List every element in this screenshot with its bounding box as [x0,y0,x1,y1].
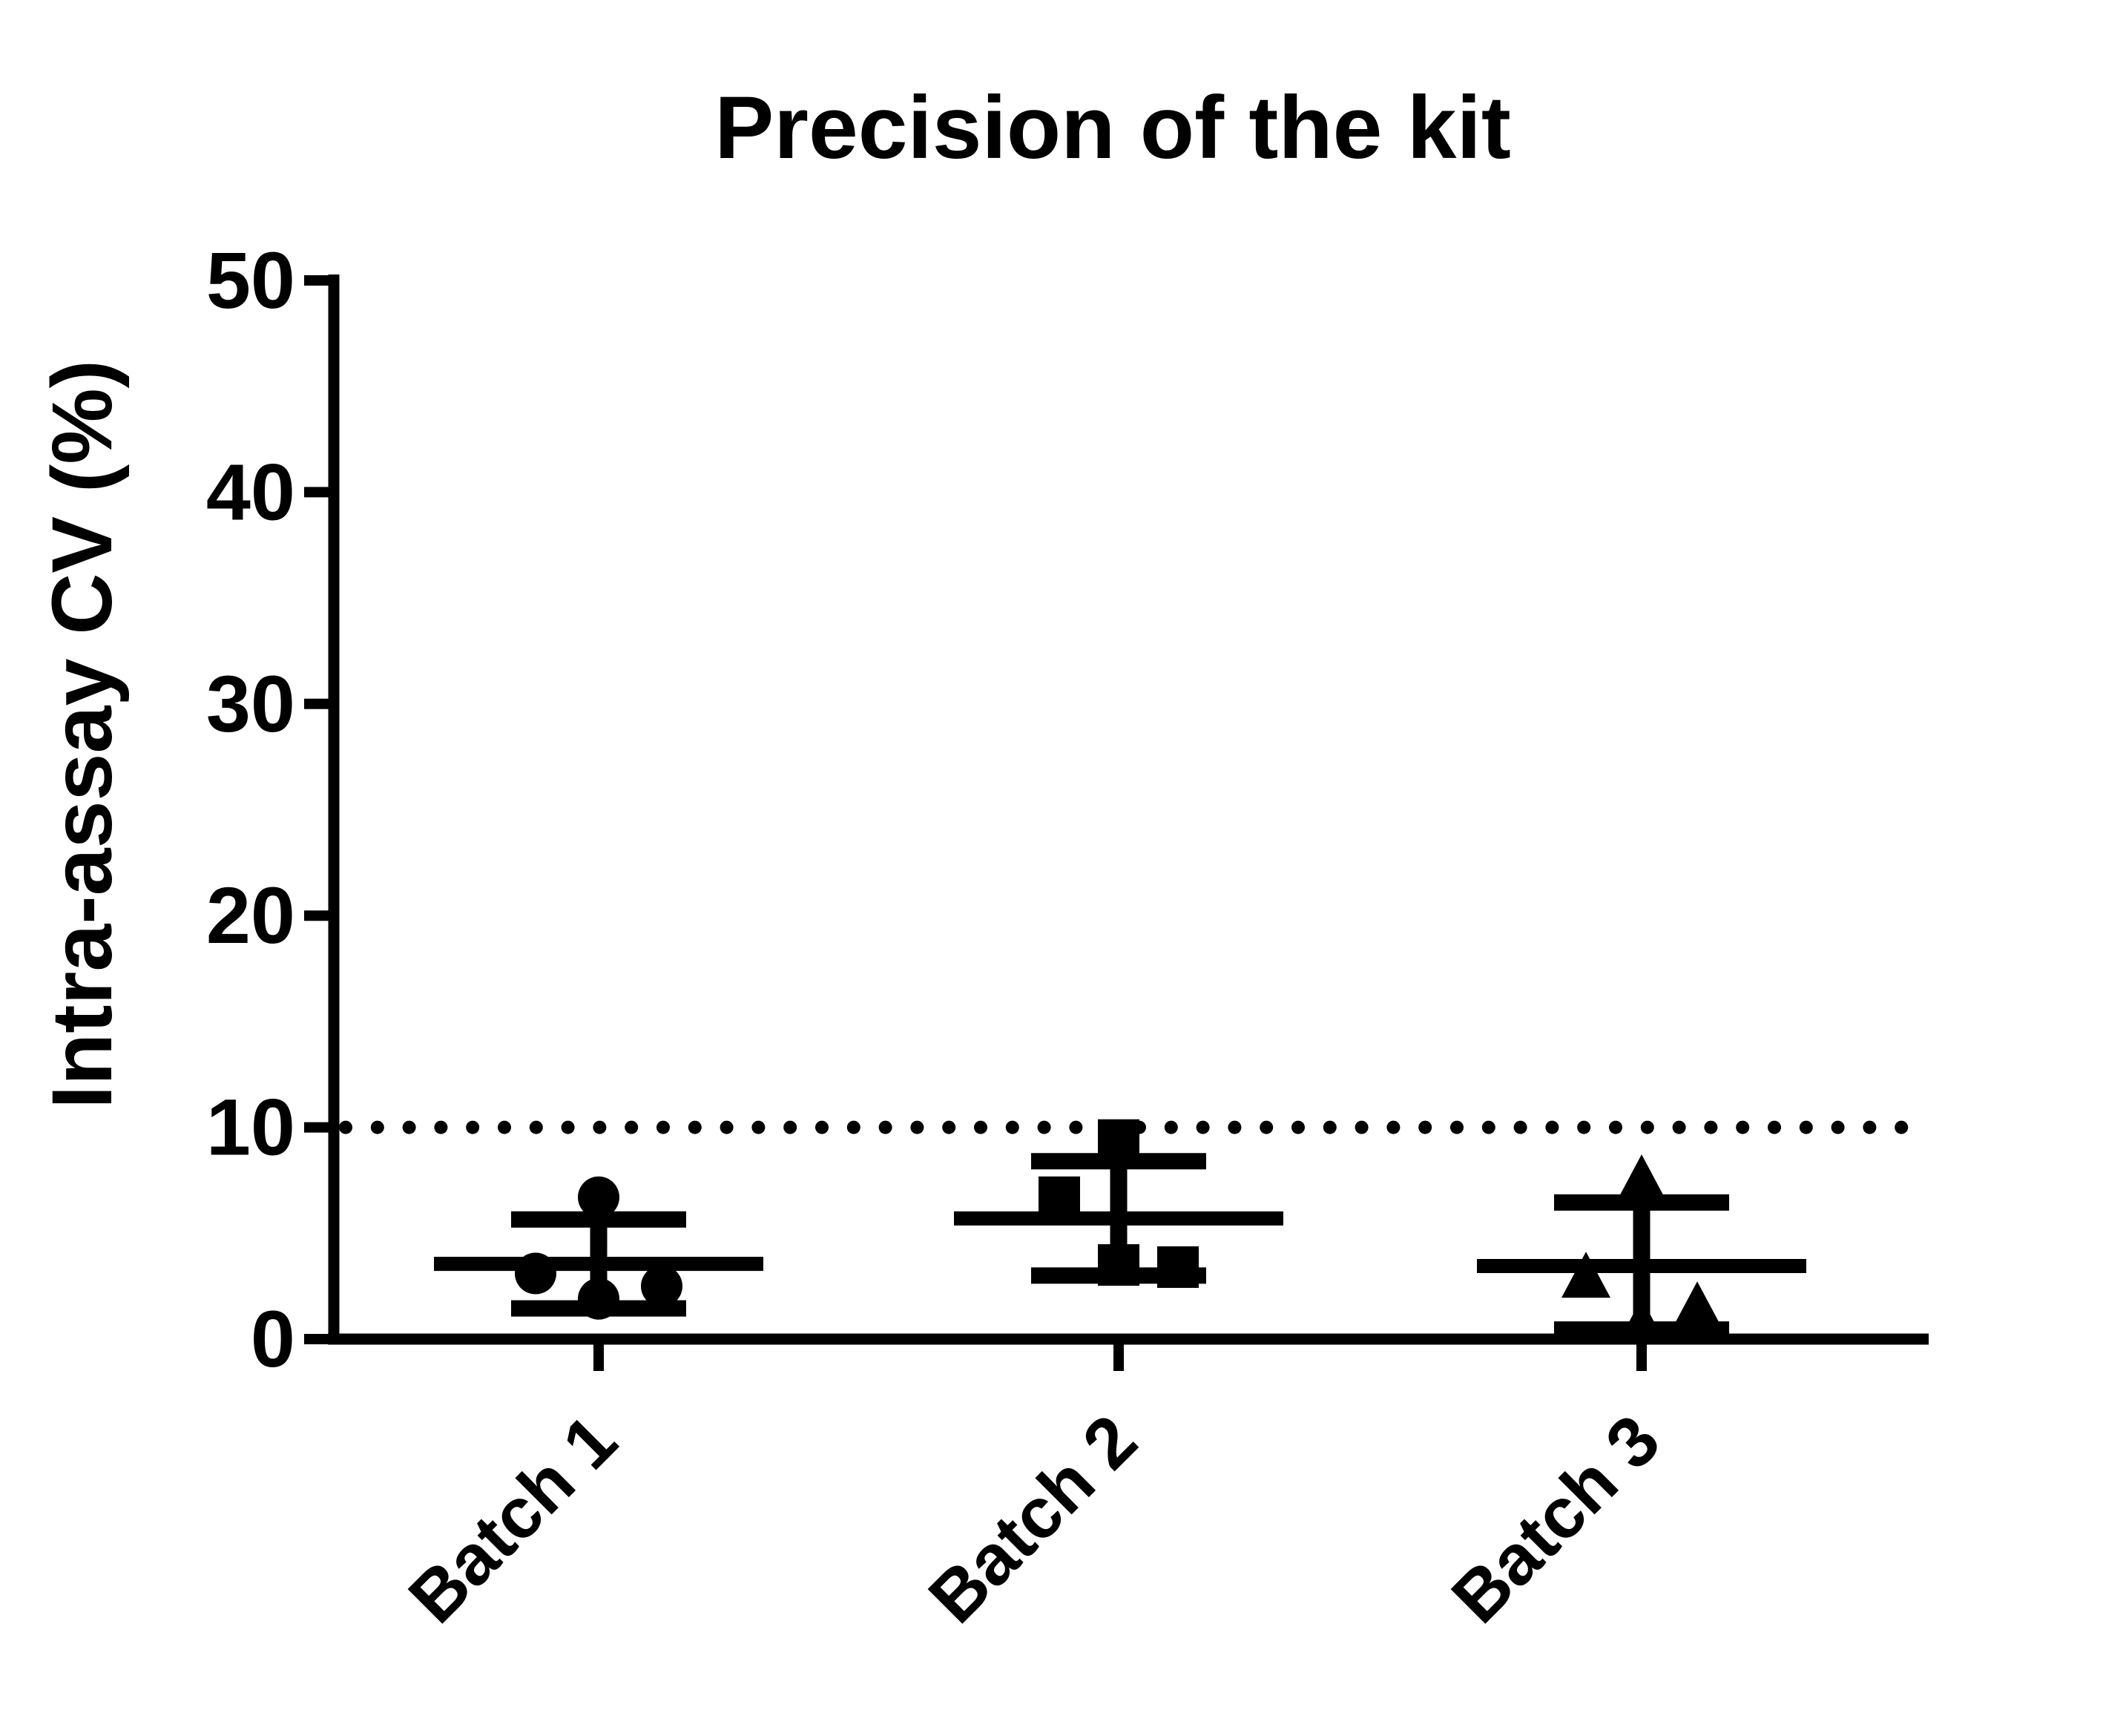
y-tick-label-10: 10 [206,1082,295,1172]
y-tick-label-50: 50 [206,235,295,325]
square-marker-2-3 [1098,1244,1139,1286]
circle-marker-1-2 [515,1252,556,1295]
triangle-marker-3-4 [1673,1281,1722,1328]
triangle-marker-3-1 [1617,1154,1666,1200]
y-tick-label-40: 40 [206,447,295,536]
square-marker-2-2 [1039,1176,1080,1218]
triangle-marker-3-3 [1617,1298,1666,1345]
circle-marker-1-4 [641,1265,682,1307]
y-axis-label: Intra-assay CV (%) [35,360,130,1109]
triangle-marker-3-2 [1561,1252,1610,1298]
y-tick-label-30: 30 [206,659,295,749]
chart-title: Precision of the kit [714,78,1511,177]
square-marker-2-1 [1098,1119,1139,1161]
circle-marker-1-3 [578,1278,619,1320]
y-tick-label-0: 0 [251,1294,295,1384]
square-marker-2-4 [1157,1246,1199,1288]
y-tick-label-20: 20 [206,870,295,960]
data-points-layer [515,1119,1722,1345]
error-bars-layer [434,1153,1806,1338]
circle-marker-1-1 [578,1176,619,1218]
